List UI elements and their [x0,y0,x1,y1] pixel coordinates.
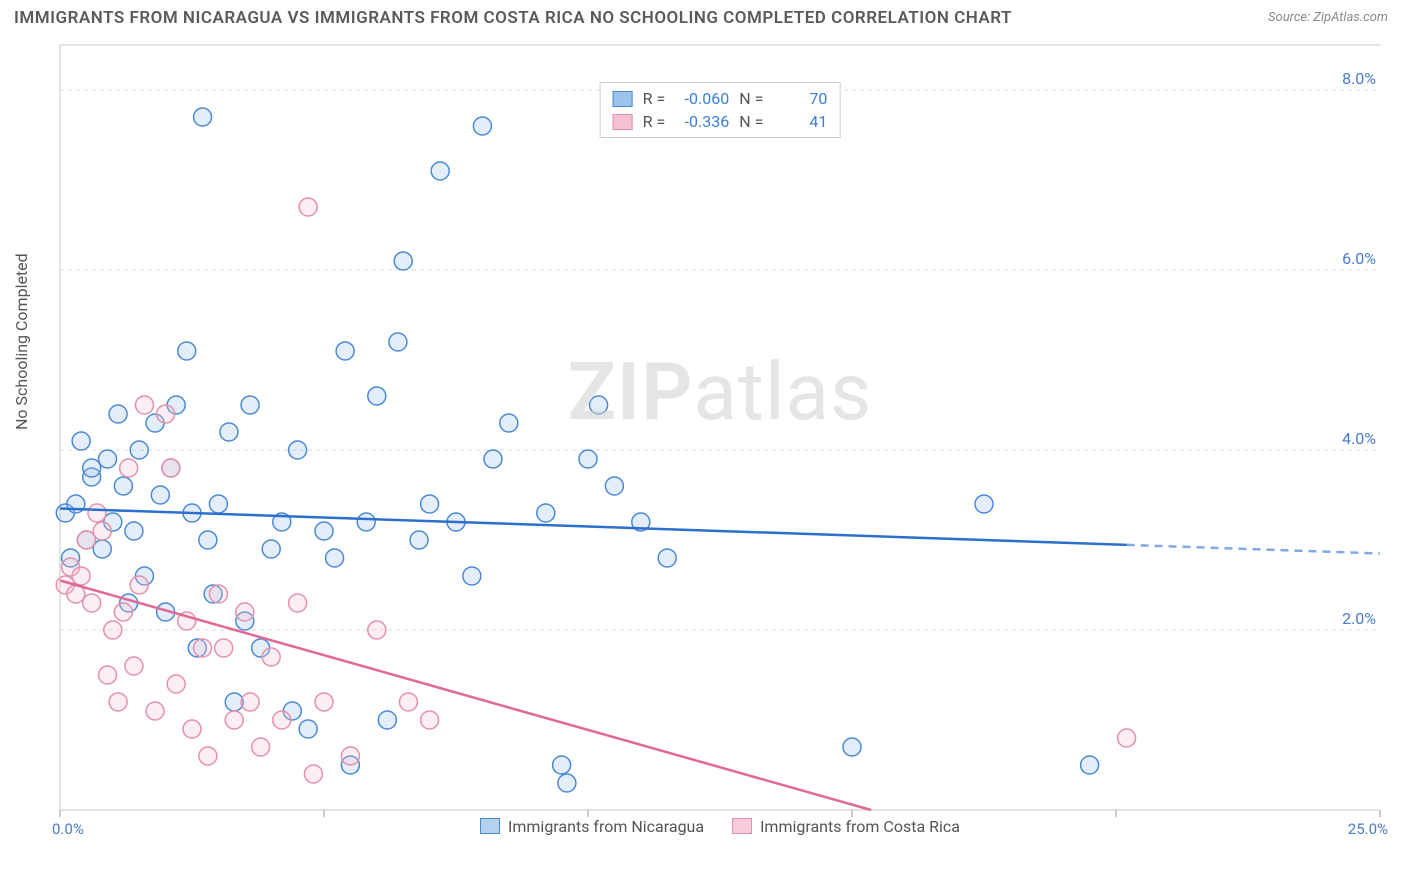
stats-row: R =-0.336N =41 [613,110,828,133]
legend-bottom: Immigrants from Nicaragua Immigrants from… [50,812,1390,840]
legend-item: Immigrants from Nicaragua [480,817,704,836]
stats-row: R =-0.060N =70 [613,87,828,110]
chart-title: IMMIGRANTS FROM NICARAGUA VS IMMIGRANTS … [14,8,1012,28]
source-label: Source: ZipAtlas.com [1268,10,1388,25]
series-swatch [480,818,500,834]
legend-label: Immigrants from Costa Rica [760,817,960,836]
series-swatch [613,91,633,107]
svg-text:6.0%: 6.0% [1342,249,1376,268]
y-axis-label: No Schooling Completed [12,253,31,430]
stats-legend: R =-0.060N =70R =-0.336N =41 [600,82,841,138]
series-swatch [613,114,633,130]
svg-text:4.0%: 4.0% [1342,429,1376,448]
chart-svg: 2.0% 4.0% 6.0% 8.0% [50,40,1390,840]
svg-text:2.0%: 2.0% [1342,609,1376,628]
legend-label: Immigrants from Nicaragua [508,817,704,836]
legend-item: Immigrants from Costa Rica [732,817,960,836]
svg-text:8.0%: 8.0% [1342,69,1376,88]
scatter-chart: 2.0%4.0%6.0%8.0% ZIPatlas R =-0.060N =70… [50,40,1390,840]
series-swatch [732,818,752,834]
